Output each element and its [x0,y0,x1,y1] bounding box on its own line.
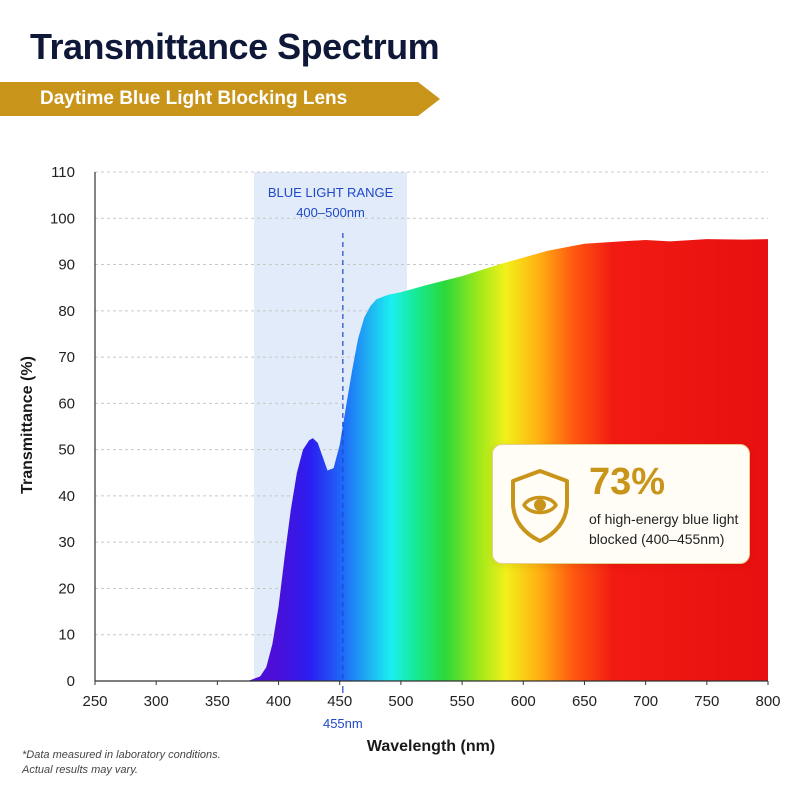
footnote-line-2: Actual results may vary. [22,764,138,776]
subtitle-text: Daytime Blue Light Blocking Lens [40,88,348,109]
x-tick-label: 700 [633,693,658,710]
footnote: *Data measured in laboratory conditions.… [22,748,221,778]
label-layer: BLUE LIGHT RANGE 400–500nm 455nm [268,185,394,731]
y-tick-label: 60 [58,395,75,412]
page-title: Transmittance Spectrum [30,26,440,67]
transmittance-area [95,239,768,681]
x-axis-title: Wavelength (nm) [367,738,495,755]
y-tick-label: 20 [58,580,75,597]
x-tick-label: 450 [327,693,352,710]
y-tick-label: 10 [58,627,75,644]
x-tick-label: 650 [572,693,597,710]
y-tick-label: 80 [58,303,75,320]
x-tick-label: 500 [388,693,413,710]
y-axis-title: Transmittance (%) [19,356,36,494]
band-label-line-2: 400–500nm [296,205,365,220]
y-tick-label: 30 [58,534,75,551]
x-tick-label: 400 [266,693,291,710]
area-layer [95,239,768,681]
subtitle-banner: Daytime Blue Light Blocking Lens [0,82,440,116]
x-tick-label: 250 [82,693,107,710]
footnote-line-1: *Data measured in laboratory conditions. [22,749,221,761]
y-tick-label: 70 [58,349,75,366]
y-tick-label: 100 [50,210,75,227]
y-tick-label: 90 [58,257,75,274]
blocked-percentage-callout: 73% of high-energy blue light blocked (4… [492,444,750,564]
x-tick-label: 800 [755,693,780,710]
y-tick-label: 50 [58,442,75,459]
y-tick-label: 40 [58,488,75,505]
y-tick-label: 110 [51,164,75,181]
band-label-line-1: BLUE LIGHT RANGE [268,185,394,200]
x-tick-label: 750 [694,693,719,710]
marker-label-455nm: 455nm [323,716,363,731]
x-tick-label: 550 [450,693,475,710]
x-tick-label: 300 [144,693,169,710]
callout-value: 73% [589,461,666,503]
y-tick-label: 0 [67,673,75,690]
x-tick-label: 600 [511,693,536,710]
shield-eye-icon [511,469,569,543]
x-tick-label: 350 [205,693,230,710]
axis-layer: 0 10 20 30 40 50 60 70 80 90 100 110 250 300 350 400 450… [50,164,781,710]
callout-text: of high-energy blue light blocked (400–4… [589,511,739,547]
